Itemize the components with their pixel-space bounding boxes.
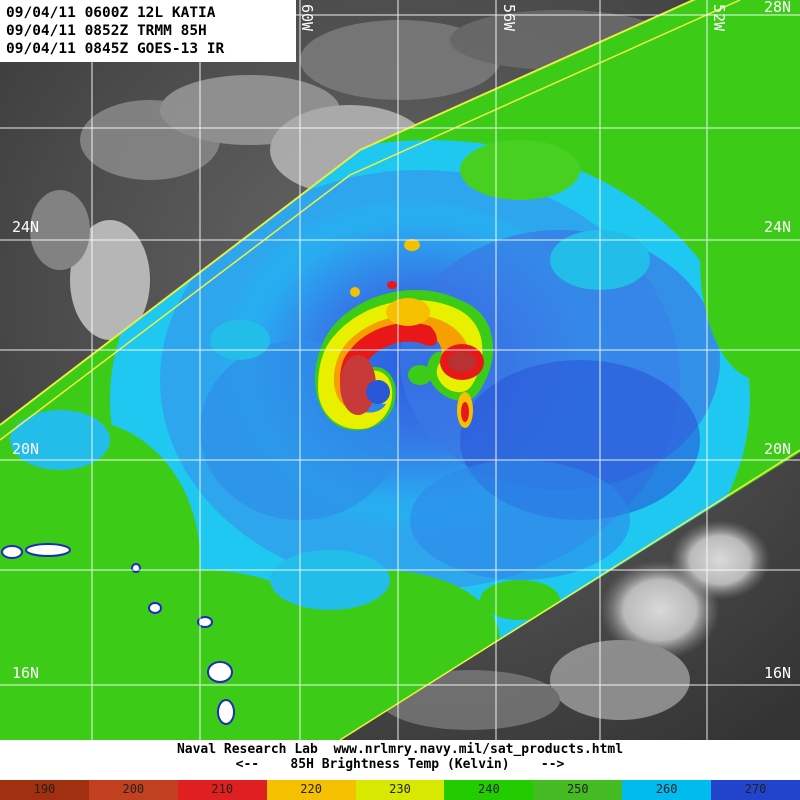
color-scale-tick-label: 220 bbox=[300, 782, 322, 796]
lat-label-20n-left: 20N bbox=[12, 440, 40, 458]
color-scale-tick-label: 190 bbox=[33, 782, 56, 796]
swath-edge-north bbox=[0, 0, 696, 426]
scale-title: <-- 85H Brightness Temp (Kelvin) --> bbox=[235, 757, 565, 772]
color-scale-tick-label: 200 bbox=[122, 782, 145, 796]
header-line-1: 09/04/11 0600Z 12L KATIA bbox=[6, 5, 216, 21]
storm-core bbox=[315, 239, 494, 431]
swath-edge-south bbox=[339, 449, 800, 741]
color-scale-segment: 220 bbox=[266, 780, 356, 800]
color-scale-tick-label: 210 bbox=[211, 782, 234, 796]
color-scale-segment: 260 bbox=[622, 780, 712, 800]
color-scale-segment: 270 bbox=[711, 780, 800, 800]
color-scale-segment: 200 bbox=[88, 780, 178, 800]
color-scale-segment: 210 bbox=[177, 780, 267, 800]
lat-label-24n-right: 24N bbox=[764, 218, 792, 236]
credit-text: Naval Research Lab www.nrlmry.navy.mil/s… bbox=[176, 742, 624, 757]
color-scale-segment: 230 bbox=[355, 780, 445, 800]
lon-label-60w: 60W bbox=[298, 4, 316, 32]
color-scale-tick-label: 250 bbox=[566, 782, 589, 796]
color-scale-segment: 250 bbox=[533, 780, 623, 800]
color-scale-tick-label: 260 bbox=[655, 782, 678, 796]
lat-label-16n-right: 16N bbox=[764, 664, 792, 682]
header-line-2: 09/04/11 0852Z TRMM 85H bbox=[6, 23, 207, 39]
color-scale-segment: 190 bbox=[0, 780, 89, 800]
lat-label-24n-left: 24N bbox=[12, 218, 40, 236]
ir-clouds bbox=[30, 10, 770, 730]
color-scale-tick-label: 240 bbox=[478, 782, 500, 796]
color-scale-segment: 240 bbox=[444, 780, 534, 800]
lat-label-28n-right: 28N bbox=[764, 0, 792, 16]
header-box: 09/04/11 0600Z 12L KATIA 09/04/11 0852Z … bbox=[0, 0, 296, 62]
islands bbox=[1, 543, 235, 725]
color-scale-tick-label: 270 bbox=[744, 782, 767, 796]
footer-box: Naval Research Lab www.nrlmry.navy.mil/s… bbox=[0, 740, 800, 780]
color-scale-tick-label: 230 bbox=[389, 782, 411, 796]
lat-label-20n-right: 20N bbox=[764, 440, 792, 458]
lon-label-52w: 52W bbox=[710, 4, 728, 32]
lon-label-56w: 56W bbox=[500, 4, 518, 32]
lat-label-16n-left: 16N bbox=[12, 664, 40, 682]
header-line-3: 09/04/11 0845Z GOES-13 IR bbox=[6, 41, 225, 57]
lat-lon-grid bbox=[0, 0, 800, 780]
color-scale-bar: 190 200 210 220 230 240 250 260 270 bbox=[0, 780, 800, 800]
